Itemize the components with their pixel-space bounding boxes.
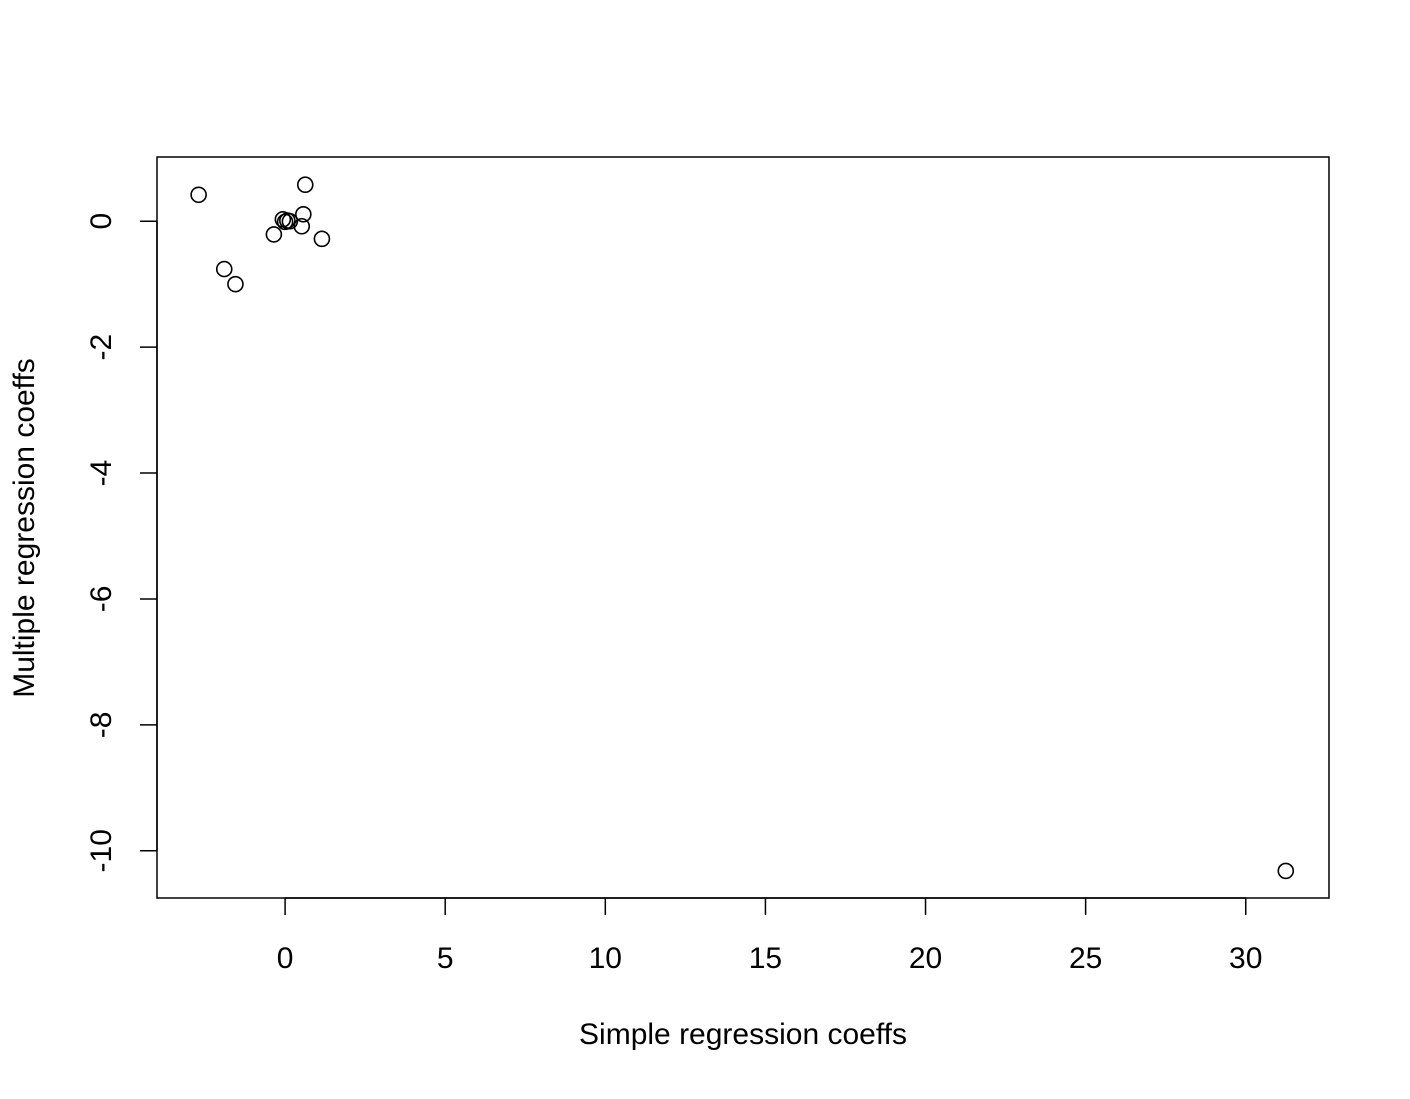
x-axis: 0 5 10 15 20 25 30 [277, 897, 1262, 975]
x-tick-label: 25 [1069, 942, 1102, 975]
y-tick-label: -8 [85, 712, 118, 739]
x-tick-label: 20 [909, 942, 942, 975]
x-tick-label: 5 [437, 942, 454, 975]
y-axis-label: Multiple regression coeffs [8, 358, 41, 698]
data-point [295, 205, 312, 223]
data-point [313, 230, 331, 248]
data-points [190, 176, 1295, 880]
data-point [265, 226, 283, 243]
y-tick-label: -2 [85, 334, 118, 361]
data-point [296, 176, 314, 194]
y-tick-label: -10 [85, 829, 118, 872]
plot-frame [156, 156, 1330, 899]
x-tick-label: 15 [749, 942, 782, 975]
data-point [276, 213, 294, 231]
data-point [1277, 862, 1295, 880]
y-tick-label: 0 [85, 213, 118, 230]
data-point [190, 186, 207, 204]
x-tick-label: 30 [1229, 942, 1262, 975]
y-tick-label: -4 [85, 460, 118, 487]
data-point [281, 212, 299, 230]
y-tick-label: -6 [85, 586, 118, 613]
x-tick-label: 10 [589, 942, 622, 975]
x-tick-label: 0 [277, 942, 294, 975]
data-point [215, 260, 233, 278]
data-point [293, 217, 311, 235]
data-point [227, 275, 244, 293]
x-axis-label: Simple regression coeffs [579, 1018, 907, 1051]
